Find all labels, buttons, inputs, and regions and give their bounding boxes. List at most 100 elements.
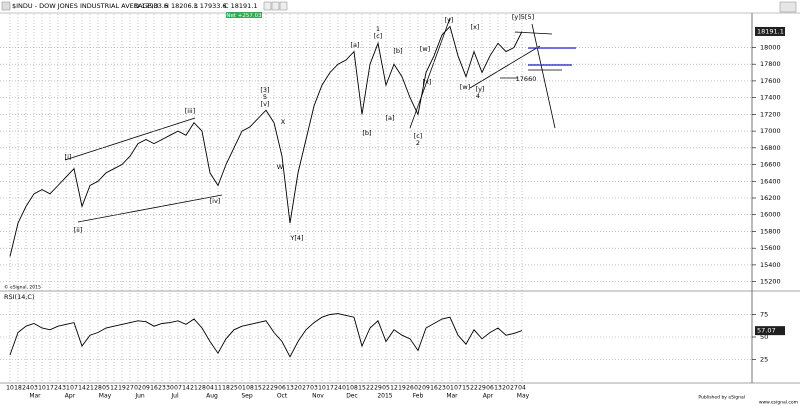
wave-label: [y]	[476, 85, 485, 93]
x-tick-label: 14	[78, 385, 86, 392]
toolbar	[1, 1, 797, 13]
price-line	[9, 313, 523, 358]
month-label: Nov	[312, 393, 324, 400]
y-tick-label: 16400	[760, 177, 781, 185]
month-label: May	[99, 393, 112, 400]
y-tick-label: 17200	[760, 110, 781, 118]
month-label: Jun	[134, 393, 145, 400]
wave-label: 17660	[516, 75, 537, 83]
x-tick-label: 14	[182, 385, 190, 392]
x-tick-label: 07	[70, 385, 78, 392]
toolbar-icon[interactable]	[271, 1, 280, 11]
projection-line	[531, 23, 556, 129]
y-tick-label: 16800	[760, 144, 781, 152]
x-tick-label: 28	[94, 385, 102, 392]
publisher: Published by eSignal	[698, 395, 745, 401]
x-tick-label: 28	[198, 385, 206, 392]
y-tick-label: 15200	[760, 278, 781, 286]
ohlc-label: H 18206.3	[164, 2, 198, 10]
toolbar-icon[interactable]	[279, 1, 288, 11]
wave-label: [y]	[445, 16, 454, 24]
toolbar-icon[interactable]	[263, 1, 272, 11]
change-background	[226, 12, 262, 18]
wave-label: [a]	[350, 41, 359, 49]
scroll-button[interactable]	[779, 1, 797, 13]
month-label: Apr	[65, 393, 76, 400]
x-tick-label: 02	[134, 385, 142, 392]
x-tick-label: 24	[54, 385, 62, 392]
y-tick-label: 15400	[760, 261, 781, 269]
x-tick-label: 12	[390, 385, 398, 392]
toolbar-icon[interactable]	[1, 1, 11, 11]
change-label: Net +257.03	[226, 13, 262, 19]
wave-label: [y]5[5]	[512, 13, 534, 21]
month-label: 2015	[377, 393, 392, 400]
wave-label: [b]	[362, 129, 371, 137]
x-tick-label: 01	[342, 385, 350, 392]
month-label: Sep	[241, 393, 253, 400]
x-tick-label: 16	[150, 385, 158, 392]
x-tick-label: 04	[518, 385, 526, 392]
trend-line	[77, 194, 223, 223]
wave-label: 2	[416, 139, 420, 147]
wave-label: [v]	[261, 100, 270, 108]
wave-label: [w]	[420, 45, 430, 53]
x-tick-label: 05	[102, 385, 110, 392]
month-label: Aug	[206, 393, 218, 400]
y-tick-label: 15800	[760, 227, 781, 235]
x-tick-label: 23	[158, 385, 166, 392]
x-tick-label: 15	[462, 385, 470, 392]
x-tick-label: 07	[454, 385, 462, 392]
x-tick-label: 09	[142, 385, 150, 392]
change-box	[226, 12, 262, 18]
ohlc-label: O 17933.6	[134, 2, 168, 10]
x-tick-label: 01	[446, 385, 454, 392]
x-tick-label: 19	[118, 385, 126, 392]
price-line	[9, 25, 523, 257]
chart-title: $INDU - DOW JONES INDUSTRIAL AVERAGE,D	[12, 2, 159, 10]
wave-label: [x]	[423, 78, 432, 86]
x-tick-label: 16	[430, 385, 438, 392]
last-value-box	[755, 326, 785, 336]
wave-label: W	[277, 163, 284, 171]
x-tick-label: 30	[166, 385, 174, 392]
y-tick-label: 17800	[760, 60, 781, 68]
x-tick-label: 19	[398, 385, 406, 392]
x-tick-label: 09	[422, 385, 430, 392]
month-label: Mar	[446, 393, 458, 400]
month-label: Mar	[29, 393, 41, 400]
x-tick-label: 08	[246, 385, 254, 392]
x-tick-label: 06	[278, 385, 286, 392]
x-tick-label: 24	[334, 385, 342, 392]
x-tick-label: 27	[302, 385, 310, 392]
wave-label: [ii]	[74, 226, 83, 234]
wave-label: [a]	[385, 114, 394, 122]
month-label: May	[517, 393, 530, 400]
x-tick-label: 13	[494, 385, 502, 392]
trend-line	[469, 45, 541, 89]
x-tick-label: 31	[62, 385, 70, 392]
x-tick-label: 21	[86, 385, 94, 392]
x-tick-label: 17	[46, 385, 54, 392]
y-tick-label: 18000	[760, 43, 781, 51]
x-tick-label: 05	[382, 385, 390, 392]
publisher-site: www.esignal.com	[759, 400, 798, 406]
x-tick-label: 27	[126, 385, 134, 392]
x-tick-label: 21	[190, 385, 198, 392]
rsi-title: RSI(14,C)	[4, 293, 35, 301]
month-label: Feb	[413, 393, 424, 400]
x-tick-label: 10	[318, 385, 326, 392]
x-tick-label: 06	[486, 385, 494, 392]
x-tick-label: 18	[14, 385, 22, 392]
x-tick-label: 12	[110, 385, 118, 392]
wave-label: X	[281, 118, 286, 126]
x-tick-label: 20	[294, 385, 302, 392]
x-tick-label: 25	[230, 385, 238, 392]
wave-label: 5	[263, 93, 267, 101]
y-tick-label: 17400	[760, 94, 781, 102]
y-tick-label: 25	[760, 356, 768, 364]
y-tick-label: 16200	[760, 194, 781, 202]
x-tick-label: 15	[358, 385, 366, 392]
x-tick-label: 18	[222, 385, 230, 392]
